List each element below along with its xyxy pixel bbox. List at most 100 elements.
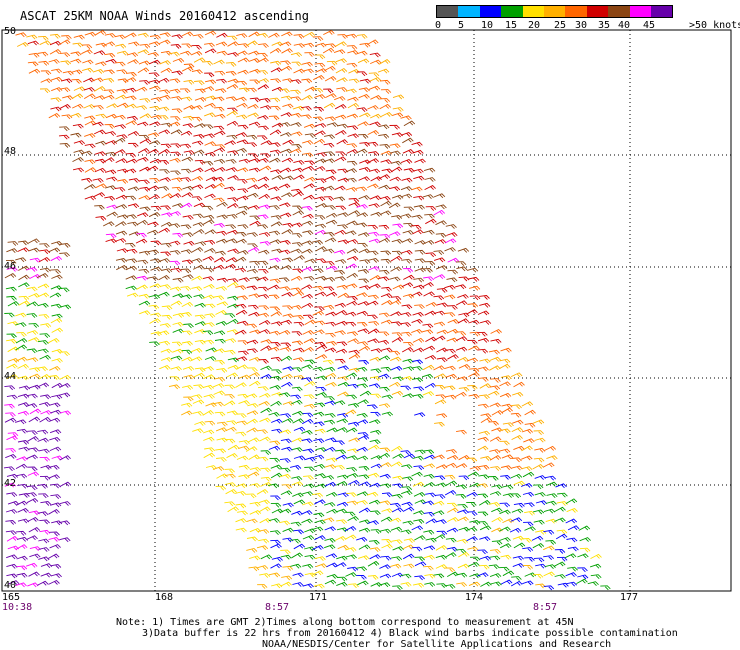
wind-barb xyxy=(216,473,228,479)
wind-barb xyxy=(182,274,194,280)
wind-barb xyxy=(235,431,247,437)
wind-barb xyxy=(159,39,171,45)
wind-barb xyxy=(172,277,184,283)
wind-barb xyxy=(356,71,368,77)
wind-barb xyxy=(315,386,327,392)
wind-barb xyxy=(281,192,293,198)
wind-barb xyxy=(204,42,215,48)
wind-barb xyxy=(236,102,248,108)
wind-barb xyxy=(238,158,250,164)
wind-barb xyxy=(192,34,204,39)
wind-barb xyxy=(235,210,248,216)
wind-barb xyxy=(172,203,184,209)
wind-barb xyxy=(204,248,216,253)
wind-barb xyxy=(348,210,361,216)
wind-barb xyxy=(6,492,18,498)
wind-barb xyxy=(444,567,456,573)
wind-barb xyxy=(557,492,568,498)
wind-barb xyxy=(333,249,346,255)
wind-barb xyxy=(324,116,336,122)
lat-label-48: 48 xyxy=(4,146,17,157)
wind-barb xyxy=(444,365,456,371)
wind-barb xyxy=(290,275,303,281)
wind-barb xyxy=(423,545,436,551)
wind-barb xyxy=(161,314,173,320)
wind-barb xyxy=(59,287,70,293)
wind-barb xyxy=(257,183,270,190)
wind-barb xyxy=(312,88,324,93)
wind-barb xyxy=(400,582,412,587)
wind-barb xyxy=(268,32,280,38)
wind-barb xyxy=(314,556,326,562)
wind-barb xyxy=(292,210,305,216)
wind-barb xyxy=(356,566,368,572)
wind-barb xyxy=(248,371,260,378)
wind-barb xyxy=(182,259,193,265)
wind-barb xyxy=(28,52,40,58)
wind-barb xyxy=(138,134,150,140)
wind-barb xyxy=(147,185,160,191)
wind-barb xyxy=(247,471,260,477)
wind-barb xyxy=(93,105,104,110)
wind-barb xyxy=(325,457,338,463)
wind-barb xyxy=(51,327,64,333)
wind-barb xyxy=(477,337,490,343)
wind-barb xyxy=(290,122,302,128)
wind-barb xyxy=(323,30,335,36)
wind-barb xyxy=(270,221,283,227)
wind-barb xyxy=(158,148,171,155)
wind-barb xyxy=(93,50,106,56)
wind-barb xyxy=(544,564,556,570)
wind-barb xyxy=(28,247,40,253)
wind-barb xyxy=(313,411,325,417)
wind-barb xyxy=(293,529,304,535)
wind-barb xyxy=(346,143,358,149)
wind-barb xyxy=(543,529,555,535)
wind-barb xyxy=(48,337,60,344)
wind-barb xyxy=(260,153,271,159)
wind-barb xyxy=(369,76,382,82)
wind-barb xyxy=(425,518,438,524)
wind-barb xyxy=(434,239,447,244)
wind-barb xyxy=(216,301,229,307)
wind-barb xyxy=(433,365,445,371)
wind-barb xyxy=(334,562,347,568)
wind-barb xyxy=(247,112,259,118)
wind-barb xyxy=(323,142,335,148)
wind-barb xyxy=(270,464,283,470)
wind-barb xyxy=(235,329,247,335)
wind-barb xyxy=(279,520,291,526)
wind-barb xyxy=(304,466,315,472)
wind-barb xyxy=(204,151,216,157)
wind-barb xyxy=(271,556,283,562)
wind-barb xyxy=(226,96,238,102)
wind-barb xyxy=(379,98,391,103)
wind-barb xyxy=(334,185,346,191)
wind-barb xyxy=(216,457,227,463)
wind-barb xyxy=(356,366,368,372)
wind-barb xyxy=(335,205,347,211)
wind-barb xyxy=(380,89,392,94)
legend-label-2: 10 xyxy=(481,20,494,31)
wind-barb xyxy=(400,385,412,391)
wind-barb xyxy=(491,507,503,513)
wind-barb xyxy=(401,282,414,288)
wind-barb xyxy=(226,410,238,416)
wind-barb xyxy=(403,222,414,228)
wind-barb xyxy=(511,404,522,410)
wind-barb xyxy=(392,94,405,100)
wind-barb xyxy=(216,368,228,373)
wind-barb xyxy=(378,452,391,459)
wind-barb xyxy=(324,237,337,243)
wind-barb xyxy=(390,166,403,173)
wind-barb xyxy=(379,447,391,453)
wind-barb xyxy=(291,399,303,405)
wind-barb xyxy=(270,169,282,175)
wind-barb xyxy=(139,179,150,185)
wind-barb xyxy=(413,204,425,210)
wind-barb xyxy=(345,168,358,174)
wind-barb xyxy=(337,212,349,218)
wind-barb xyxy=(346,467,358,472)
wind-barb xyxy=(335,41,347,47)
wind-barb xyxy=(458,551,470,558)
